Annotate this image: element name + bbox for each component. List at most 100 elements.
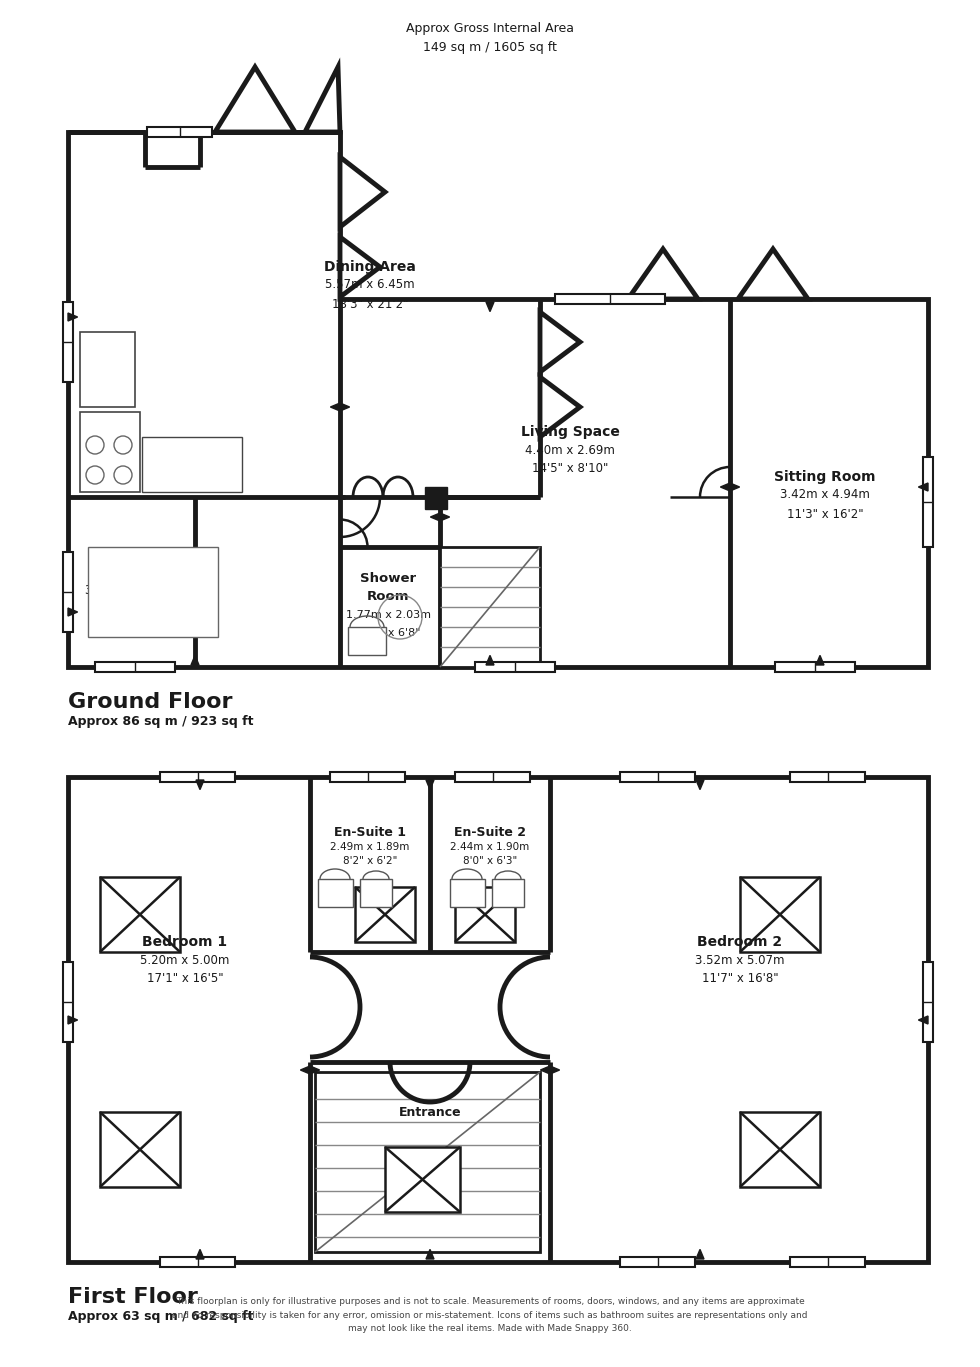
Bar [147, 127, 212, 137]
Polygon shape [191, 655, 199, 664]
Polygon shape [550, 1066, 560, 1074]
Polygon shape [196, 781, 204, 790]
Text: 3.42m x 4.94m: 3.42m x 4.94m [780, 488, 870, 502]
Bar [450, 879, 485, 906]
Text: En-Suite 1: En-Suite 1 [334, 826, 406, 838]
Text: Ground Floor: Ground Floor [68, 692, 232, 712]
Text: 14'5" x 8'10": 14'5" x 8'10" [532, 462, 609, 476]
Bar [620, 1258, 695, 1267]
Bar [455, 772, 530, 782]
Polygon shape [730, 483, 740, 491]
Bar [492, 879, 524, 906]
Bar [740, 878, 820, 951]
Polygon shape [696, 781, 704, 790]
Bar [63, 962, 73, 1042]
Bar [455, 887, 515, 942]
Bar [348, 627, 386, 655]
Polygon shape [340, 157, 385, 227]
Polygon shape [486, 302, 494, 312]
Bar [88, 547, 218, 637]
Text: En-Suite 2: En-Suite 2 [454, 826, 526, 838]
Text: Room: Room [367, 589, 410, 603]
Text: 18'3" x 21'2": 18'3" x 21'2" [332, 298, 409, 310]
Text: Approx Gross Internal Area
149 sq m / 1605 sq ft: Approx Gross Internal Area 149 sq m / 16… [406, 22, 574, 55]
Bar [385, 1147, 460, 1213]
Bar [80, 411, 140, 492]
Bar [63, 302, 73, 381]
Bar [100, 878, 180, 951]
Text: 11'0" x 11'0": 11'0" x 11'0" [92, 603, 169, 615]
Text: 2.44m x 1.90m: 2.44m x 1.90m [451, 842, 529, 852]
Text: Entrance: Entrance [399, 1106, 462, 1118]
Polygon shape [440, 513, 450, 521]
Polygon shape [68, 313, 77, 321]
Polygon shape [301, 1066, 310, 1074]
Bar [620, 772, 695, 782]
Polygon shape [628, 249, 698, 299]
Text: First Floor: First Floor [68, 1286, 198, 1307]
Polygon shape [540, 377, 580, 437]
Polygon shape [426, 1249, 434, 1259]
Polygon shape [68, 1016, 77, 1024]
Bar [160, 772, 235, 782]
Text: 3.52m x 5.07m: 3.52m x 5.07m [695, 954, 785, 966]
Bar [68, 776, 928, 1262]
Text: 5.57m x 6.45m: 5.57m x 6.45m [325, 279, 415, 291]
Text: 8'0" x 6'3": 8'0" x 6'3" [463, 856, 517, 867]
Text: Approx 86 sq m / 923 sq ft: Approx 86 sq m / 923 sq ft [68, 715, 254, 729]
Text: Sitting Room: Sitting Room [774, 470, 876, 484]
Bar [355, 887, 415, 942]
Text: Bedroom 3: Bedroom 3 [87, 565, 172, 580]
Text: 5'10" x 6'8": 5'10" x 6'8" [356, 627, 420, 638]
Polygon shape [816, 655, 824, 664]
Bar [360, 879, 392, 906]
Polygon shape [540, 1066, 550, 1074]
Bar [923, 962, 933, 1042]
Text: 1.77m x 2.03m: 1.77m x 2.03m [346, 610, 430, 621]
Bar [425, 487, 447, 509]
Polygon shape [68, 608, 77, 617]
Polygon shape [430, 513, 440, 521]
Text: 11'3" x 16'2": 11'3" x 16'2" [787, 507, 863, 521]
Bar [440, 547, 540, 667]
Bar [100, 1111, 180, 1187]
Text: Dining Area: Dining Area [324, 260, 416, 273]
Polygon shape [486, 655, 494, 664]
Bar [330, 772, 405, 782]
Polygon shape [738, 249, 808, 299]
Text: 4.40m x 2.69m: 4.40m x 2.69m [525, 443, 614, 457]
Bar [318, 879, 353, 906]
Bar [142, 437, 242, 492]
Bar [315, 1072, 540, 1252]
Bar [790, 772, 865, 782]
Text: Bedroom 1: Bedroom 1 [142, 935, 227, 949]
Polygon shape [340, 403, 350, 411]
Polygon shape [918, 483, 928, 491]
Polygon shape [720, 483, 730, 491]
Polygon shape [330, 403, 340, 411]
Polygon shape [540, 312, 580, 372]
Polygon shape [305, 67, 340, 133]
Text: 5.20m x 5.00m: 5.20m x 5.00m [140, 954, 229, 966]
Polygon shape [340, 236, 380, 297]
Text: This floorplan is only for illustrative purposes and is not to scale. Measuremen: This floorplan is only for illustrative … [172, 1297, 808, 1333]
Bar [95, 662, 175, 673]
Bar [475, 662, 555, 673]
Text: 17'1" x 16'5": 17'1" x 16'5" [147, 972, 223, 986]
Text: Living Space: Living Space [520, 425, 619, 439]
Text: 8'2" x 6'2": 8'2" x 6'2" [343, 856, 397, 867]
Polygon shape [918, 1016, 928, 1024]
Polygon shape [215, 67, 295, 133]
Bar [80, 332, 135, 407]
Polygon shape [196, 1249, 204, 1259]
Bar [790, 1258, 865, 1267]
Text: 2.49m x 1.89m: 2.49m x 1.89m [330, 842, 410, 852]
Polygon shape [426, 781, 434, 790]
Bar [555, 294, 665, 303]
Bar [160, 1258, 235, 1267]
Polygon shape [68, 133, 928, 667]
Bar [775, 662, 855, 673]
Bar [740, 1111, 820, 1187]
Text: 11'7" x 16'8": 11'7" x 16'8" [702, 972, 778, 986]
Text: Bedroom 2: Bedroom 2 [698, 935, 783, 949]
